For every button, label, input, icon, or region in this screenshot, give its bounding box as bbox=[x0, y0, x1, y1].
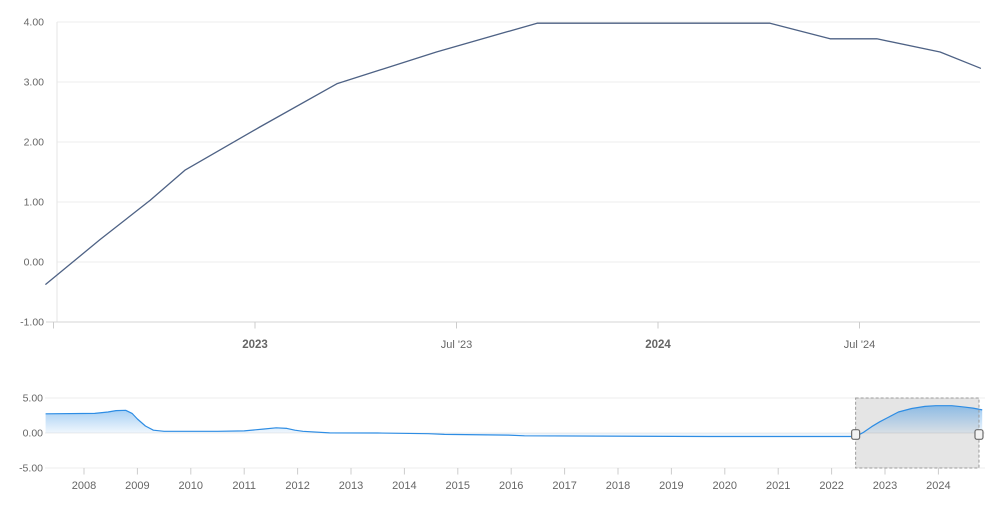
main-y-axis-label: 1.00 bbox=[24, 197, 45, 209]
navigator-x-axis-label: 2008 bbox=[72, 480, 96, 492]
main-y-axis-label: 0.00 bbox=[24, 257, 45, 269]
main-x-axis-label: 2023 bbox=[242, 339, 268, 351]
navigator-x-axis-label: 2014 bbox=[392, 480, 416, 492]
main-y-axis-label: -1.00 bbox=[20, 317, 44, 329]
navigator-handle-right[interactable] bbox=[974, 429, 984, 440]
navigator-x-axis-label: 2015 bbox=[446, 480, 470, 492]
navigator-x-axis-label: 2010 bbox=[179, 480, 203, 492]
navigator-x-axis-label: 2016 bbox=[499, 480, 523, 492]
navigator-y-axis-label: -5.00 bbox=[19, 463, 43, 475]
navigator-area bbox=[45, 405, 983, 437]
navigator-handle-left[interactable] bbox=[851, 429, 861, 440]
navigator-x-axis-label: 2024 bbox=[926, 480, 950, 492]
navigator-x-axis-label: 2017 bbox=[552, 480, 576, 492]
main-y-axis-label: 2.00 bbox=[24, 137, 45, 149]
navigator-x-axis-label: 2021 bbox=[766, 480, 790, 492]
main-x-axis-label: Jul '24 bbox=[844, 339, 875, 351]
navigator-x-axis-label: 2011 bbox=[232, 480, 256, 492]
navigator-x-axis-label: 2019 bbox=[659, 480, 683, 492]
main-y-axis-label: 4.00 bbox=[24, 17, 45, 29]
navigator-x-axis-label: 2023 bbox=[873, 480, 897, 492]
main-y-axis-label: 3.00 bbox=[24, 77, 45, 89]
navigator-x-axis-label: 2013 bbox=[339, 480, 363, 492]
main-series-line bbox=[45, 22, 982, 285]
navigator-y-axis-label: 5.00 bbox=[23, 393, 44, 405]
navigator-x-axis-label: 2022 bbox=[819, 480, 843, 492]
main-x-axis-label: 2024 bbox=[645, 339, 671, 351]
main-x-axis-label: Jul '23 bbox=[441, 339, 472, 351]
navigator-x-axis-label: 2012 bbox=[285, 480, 309, 492]
navigator-x-axis-label: 2009 bbox=[125, 480, 149, 492]
navigator-x-axis-label: 2018 bbox=[606, 480, 630, 492]
navigator-y-axis-label: 0.00 bbox=[23, 428, 44, 440]
navigator-x-axis-label: 2020 bbox=[713, 480, 737, 492]
navigator-series-line bbox=[45, 405, 983, 438]
